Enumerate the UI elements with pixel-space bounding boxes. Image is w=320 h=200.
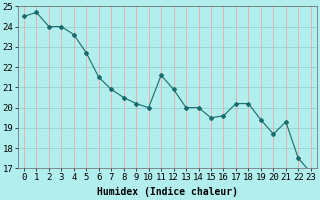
- X-axis label: Humidex (Indice chaleur): Humidex (Indice chaleur): [97, 187, 238, 197]
